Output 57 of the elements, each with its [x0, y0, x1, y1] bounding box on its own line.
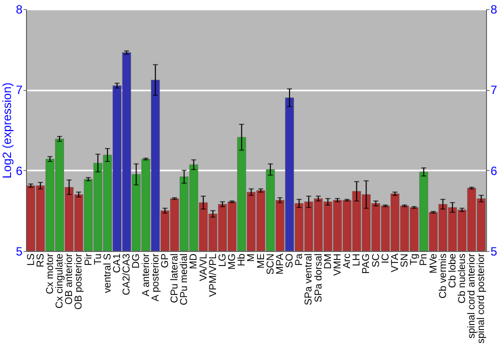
- x-tick-label: CA2/CA3: [122, 253, 133, 296]
- x-tick-label: LS: [26, 253, 37, 266]
- y2-tick-label: 7: [490, 83, 498, 98]
- x-tick-label: CPu medial: [179, 254, 190, 306]
- x-tick-label: LG: [217, 253, 228, 267]
- x-tick-label: A anterior: [140, 252, 152, 296]
- x-tick-label: PAG: [361, 253, 372, 274]
- x-tick-label: RS: [35, 253, 46, 268]
- x-tick-label: SC: [370, 254, 382, 268]
- x-tick-label: Pa: [294, 253, 306, 266]
- x-tick-label: SPa dorsal: [313, 254, 324, 302]
- x-tick-label: MD: [188, 254, 200, 270]
- x-tick-label: Cx motor: [44, 252, 56, 294]
- x-tick-label: VMH: [332, 254, 344, 276]
- y2-tick-label: 5: [490, 244, 498, 258]
- y2-tick-label: 6: [490, 164, 498, 178]
- x-tick-label: Cb nucleus: [457, 254, 468, 304]
- x-tick-label: Arc: [342, 254, 354, 268]
- x-tick-label: ventral S: [102, 253, 114, 293]
- x-tick-label: Tg: [409, 254, 420, 266]
- x-tick-label: MG: [227, 253, 238, 270]
- x-tick-label: MVe: [428, 253, 440, 274]
- x-tick-label: M: [246, 254, 258, 262]
- y-tick-label: 5: [16, 244, 23, 258]
- y2-tick-label: 8: [490, 2, 498, 16]
- y-tick-label: 8: [16, 2, 23, 16]
- x-tick-label: SCN: [265, 254, 276, 275]
- x-tick-label: SN: [400, 254, 411, 268]
- x-tick-label: GP: [160, 253, 171, 268]
- x-tick-label: spinal cord anterior: [466, 252, 478, 339]
- x-tick-label: Pn: [418, 254, 430, 266]
- x-tick-label: SPa ventral: [304, 254, 315, 306]
- x-tick-label: IC: [380, 254, 392, 264]
- x-tick-label: LH: [352, 254, 363, 266]
- x-tick-label: SO: [284, 253, 296, 268]
- y-tick-label: 6: [16, 164, 23, 178]
- x-tick-label: OB anterior: [64, 252, 76, 305]
- x-tick-label: spinal cord posterior: [476, 252, 488, 344]
- x-tick-label: Cx cingulate: [54, 253, 66, 309]
- y-axis-title: Log2 (expression): [0, 82, 14, 179]
- x-tick-label: CA1: [112, 253, 124, 273]
- x-tick-label: MPA: [274, 253, 286, 274]
- x-tick-label: VTA: [390, 253, 401, 272]
- x-tick-label: Tu: [92, 254, 104, 265]
- x-tick-label: Pir: [83, 252, 94, 266]
- x-tick-label: DG: [131, 253, 142, 268]
- x-tick-label: DM: [322, 254, 334, 270]
- x-tick-label: VPM/VPL: [208, 253, 219, 297]
- x-tick-label: CPu lateral: [170, 254, 181, 303]
- x-tick-label: ME: [256, 253, 267, 268]
- x-tick-label: OB posterior: [74, 252, 85, 310]
- x-tick-label: A posterior: [150, 252, 162, 302]
- y-tick-label: 7: [16, 83, 23, 98]
- x-tick-label: VA/VL: [198, 253, 210, 282]
- x-tick-label: Cb vermis: [438, 254, 449, 299]
- x-tick-label: Cb lobe: [447, 253, 458, 288]
- x-tick-label: Hb: [236, 253, 248, 266]
